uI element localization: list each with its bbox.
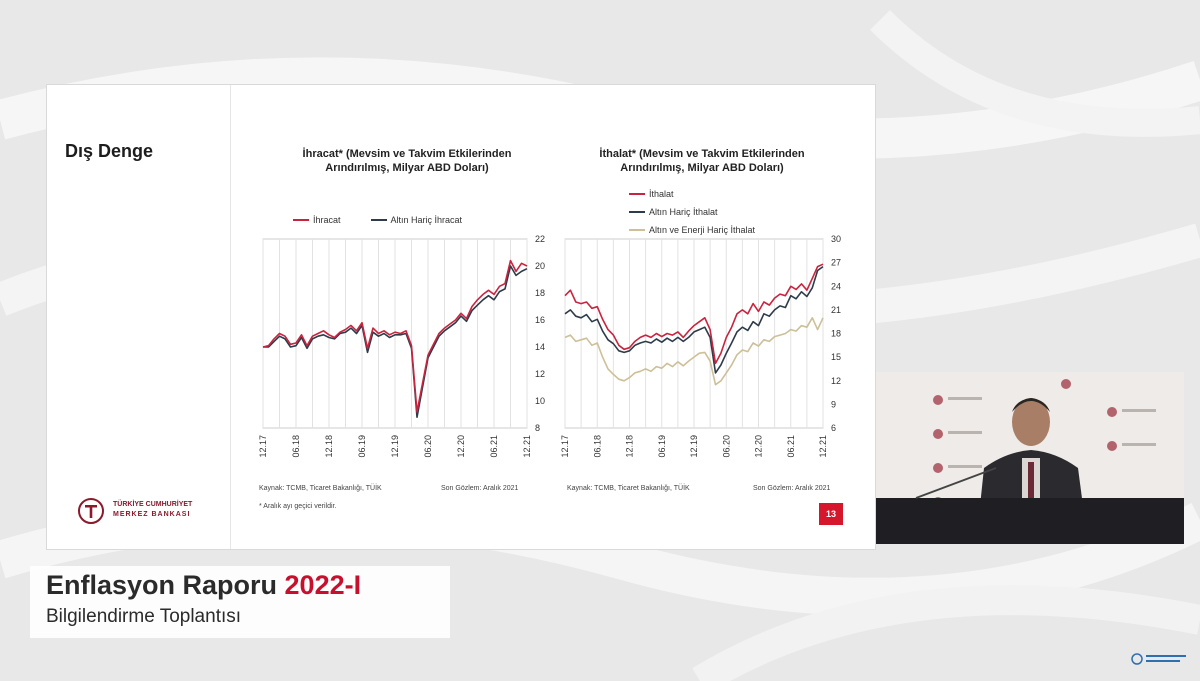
left-chart-y-tick-label: 18	[535, 288, 545, 298]
right-chart-title-line1: İthalat* (Mevsim ve Takvim Etkilerinden	[599, 148, 805, 160]
right-chart-title: İthalat* (Mevsim ve Takvim Etkilerinden …	[567, 147, 837, 175]
left-chart-y-tick-label: 16	[535, 315, 545, 325]
right-chart-y-tick-label: 18	[831, 329, 841, 339]
legend-swatch-red	[293, 219, 309, 221]
left-chart-y-tick-label: 20	[535, 261, 545, 271]
left-chart-y-tick-label: 14	[535, 342, 545, 352]
right-chart-y-tick-label: 9	[831, 399, 836, 409]
left-chart-series-line-0	[262, 259, 528, 413]
legend-item-ithalat: İthalat	[649, 189, 674, 199]
right-chart: 6 9 12 15 18 21 24 27 30 12.17 06.18 12.18 06.19 12.1…	[561, 235, 841, 458]
left-chart-title: İhracat* (Mevsim ve Takvim Etkilerinden …	[257, 147, 557, 175]
logo-text-line1: TÜRKİYE CUMHURİYET	[113, 501, 193, 508]
left-chart-y-tick-label: 12	[535, 369, 545, 379]
left-chart-x-tick-label: 06.21	[489, 435, 499, 458]
left-chart-x-tick-label: 06.20	[423, 435, 433, 458]
legend-swatch-red	[629, 193, 645, 195]
legend-swatch-beige	[629, 229, 645, 231]
report-title-main: Enflasyon Raporu	[46, 570, 285, 600]
left-chart-title-line2: Arındırılmış, Milyar ABD Doları)	[325, 162, 489, 174]
right-chart-series-line-2	[564, 317, 824, 386]
left-chart-x-tick-label: 12.18	[324, 435, 334, 458]
right-chart-series-line-0	[564, 263, 824, 365]
right-legend-3: Altın ve Enerji Hariç İthalat	[629, 225, 755, 235]
report-title-accent: 2022-I	[284, 570, 362, 600]
legend-item-altin-haric-ihracat: Altın Hariç İhracat	[390, 215, 463, 225]
slide-divider	[230, 85, 231, 549]
left-chart-x-tick-label: 12.21	[522, 435, 532, 458]
right-legend-1: İthalat	[629, 189, 674, 199]
right-chart-series-line-1	[564, 265, 824, 374]
right-chart-y-tick-label: 6	[831, 423, 836, 433]
left-chart-x-tick-label: 12.20	[456, 435, 466, 458]
right-chart-x-tick-label: 06.20	[721, 435, 731, 458]
left-chart-y-tick-label: 10	[535, 396, 545, 406]
corner-bank-logo-icon	[1131, 653, 1186, 665]
legend-swatch-dark	[629, 211, 645, 213]
slide-title: Dış Denge	[65, 141, 154, 161]
legend-item-altin-haric-ithalat: Altın Hariç İthalat	[649, 207, 718, 217]
right-chart-source: Kaynak: TCMB, Ticaret Bakanlığı, TÜİK	[567, 485, 690, 492]
legend-swatch-dark	[370, 219, 387, 221]
left-chart-last-obs: Son Gözlem: Aralık 2021	[441, 485, 519, 492]
right-chart-title-line2: Arındırılmış, Milyar ABD Doları)	[620, 162, 784, 174]
left-chart: 8 10 12 14 16 18 20 22 12.17 06.18 12.18 06.19 12.19…	[259, 235, 545, 458]
right-chart-last-obs: Son Gözlem: Aralık 2021	[753, 485, 831, 492]
right-chart-x-tick-label: 06.18	[592, 435, 602, 458]
right-chart-x-tick-label: 12.18	[625, 435, 635, 458]
left-chart-title-line1: İhracat* (Mevsim ve Takvim Etkilerinden	[302, 148, 512, 160]
left-chart-y-tick-label: 22	[535, 235, 545, 244]
left-legend: İhracat Altın Hariç İhracat	[293, 215, 462, 225]
lower-third-banner: Enflasyon Raporu 2022-I Bilgilendirme To…	[30, 566, 450, 638]
left-chart-x-tick-label: 12.19	[390, 435, 400, 458]
left-chart-y-tick-label: 8	[535, 423, 540, 433]
left-chart-series-line-1	[263, 265, 528, 418]
right-chart-x-tick-label: 12.21	[818, 435, 828, 458]
left-chart-x-tick-label: 12.17	[259, 435, 268, 458]
right-chart-y-tick-label: 27	[831, 258, 841, 268]
legend-item-altin-enerji-haric-ithalat: Altın ve Enerji Hariç İthalat	[649, 225, 756, 235]
tcmb-emblem-icon	[78, 498, 104, 524]
right-chart-x-tick-label: 12.17	[561, 435, 570, 458]
report-subtitle: Bilgilendirme Toplantısı	[46, 606, 242, 627]
right-legend-2: Altın Hariç İthalat	[629, 207, 718, 217]
left-chart-x-tick-label: 06.19	[357, 435, 367, 458]
speaker-video	[876, 372, 1184, 544]
speaker-video-frame	[876, 372, 1184, 544]
page-number: 13	[819, 503, 843, 525]
right-chart-x-tick-label: 12.19	[689, 435, 699, 458]
left-chart-x-tick-label: 06.18	[291, 435, 301, 458]
legend-item-ihracat: İhracat	[313, 215, 341, 225]
right-chart-x-tick-label: 06.21	[786, 435, 796, 458]
right-chart-y-tick-label: 15	[831, 352, 841, 362]
presentation-slide: Dış Denge TÜRKİYE CUMHURİYET MERKEZ BANK…	[46, 84, 876, 550]
right-chart-y-tick-label: 12	[831, 376, 841, 386]
report-title: Enflasyon Raporu 2022-I	[46, 570, 361, 601]
left-chart-source: Kaynak: TCMB, Ticaret Bakanlığı, TÜİK	[259, 485, 382, 492]
right-chart-y-tick-label: 21	[831, 305, 841, 315]
right-chart-x-tick-label: 06.19	[657, 435, 667, 458]
logo-text-line2: MERKEZ BANKASI	[113, 511, 191, 518]
right-chart-y-tick-label: 24	[831, 281, 841, 291]
central-bank-logo: TÜRKİYE CUMHURİYET MERKEZ BANKASI	[77, 497, 197, 527]
right-chart-x-tick-label: 12.20	[754, 435, 764, 458]
right-chart-y-tick-label: 30	[831, 235, 841, 244]
slide-footnote: * Aralık ayı geçici verildir.	[259, 503, 337, 510]
